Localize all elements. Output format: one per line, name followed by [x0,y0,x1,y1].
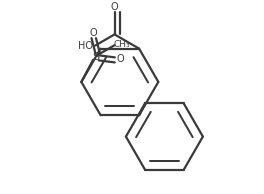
Text: O: O [111,2,118,12]
Text: O: O [90,28,97,38]
Text: HO: HO [78,41,93,51]
Text: S: S [92,52,99,62]
Text: O: O [116,54,124,64]
Text: CH₃: CH₃ [114,40,131,49]
